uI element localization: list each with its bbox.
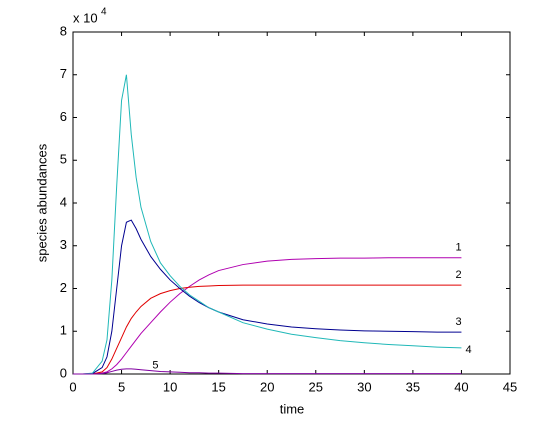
- series-line: [73, 257, 462, 375]
- series-line: [73, 284, 462, 375]
- x-tick-label: 30: [357, 379, 371, 394]
- x-tick-label: 0: [69, 379, 76, 394]
- y-tick-label: 8: [60, 23, 67, 38]
- series-label: 3: [455, 316, 461, 328]
- x-tick-label: 35: [406, 379, 420, 394]
- y-tick-label: 6: [60, 109, 67, 124]
- y-tick-label: 5: [60, 152, 67, 167]
- series-line: [73, 219, 462, 375]
- exponent-power: 4: [101, 7, 107, 18]
- axes-box: [72, 31, 511, 375]
- y-tick-label: 7: [60, 66, 67, 81]
- y-tick-label: 0: [60, 365, 67, 380]
- x-tick-label: 10: [163, 379, 177, 394]
- x-tick-label: 40: [454, 379, 468, 394]
- x-tick-label: 20: [260, 379, 274, 394]
- exponent-base: x 10: [73, 10, 98, 25]
- x-tick-label: 15: [211, 379, 225, 394]
- series-line: [73, 74, 462, 375]
- series-line: [73, 368, 462, 375]
- series-label: 4: [465, 344, 471, 356]
- y-tick-label: 3: [60, 237, 67, 252]
- x-tick-label: 45: [503, 379, 517, 394]
- x-tick-label: 25: [309, 379, 323, 394]
- x-tick-label: 5: [118, 379, 125, 394]
- y-tick-label: 1: [60, 323, 67, 338]
- y-axis-label: species abundances: [34, 143, 49, 262]
- series-label: 2: [455, 269, 461, 281]
- series-label: 1: [455, 242, 461, 254]
- series-label: 5: [152, 359, 158, 371]
- y-tick-label: 2: [60, 280, 67, 295]
- x-axis-label: time: [280, 401, 305, 416]
- y-tick-label: 4: [60, 194, 67, 209]
